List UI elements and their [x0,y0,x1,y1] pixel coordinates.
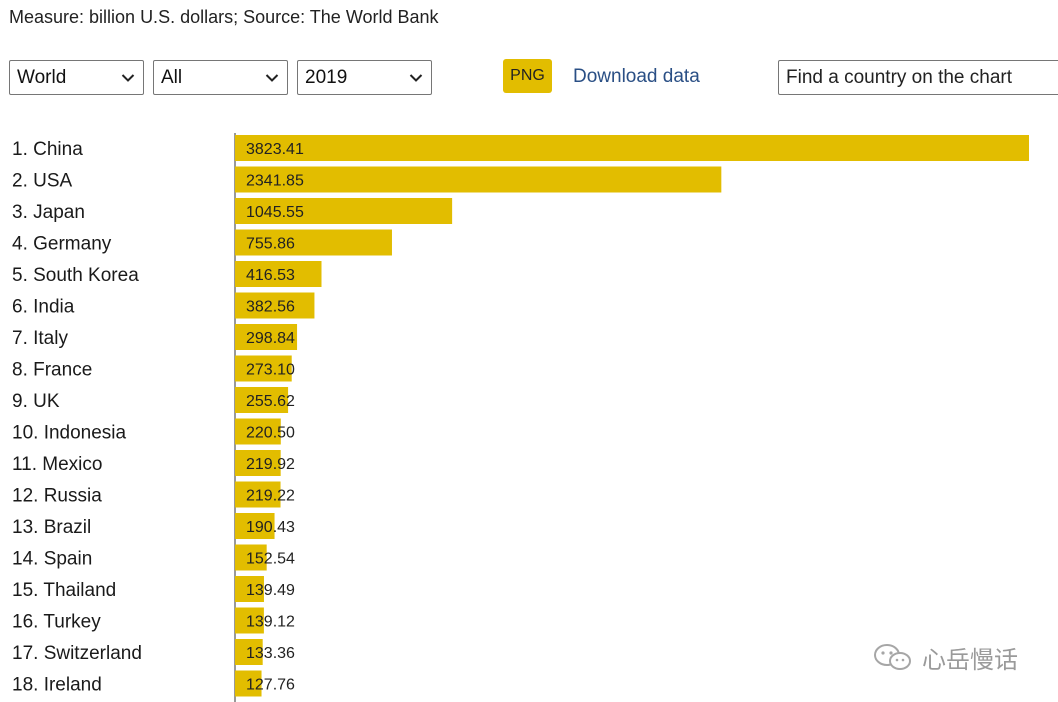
category-label: 10. Indonesia [12,423,127,444]
bar[interactable] [235,387,289,413]
bar[interactable] [235,481,281,508]
value-label: 133.36 [246,645,295,662]
chevron-down-icon [121,73,135,82]
value-label: 273.10 [246,362,295,379]
category-label: 7. Italy [12,328,68,349]
bar[interactable] [235,544,267,571]
value-label: 2341.85 [246,173,304,190]
value-label: 255.62 [246,393,295,410]
value-label: 219.92 [246,456,295,473]
value-label: 219.22 [246,488,295,505]
value-label: 298.84 [246,330,295,347]
value-label: 382.56 [246,299,295,316]
bar[interactable] [235,513,275,539]
category-label: 3. Japan [12,202,85,223]
category-label: 4. Germany [12,234,112,255]
year-select[interactable]: 2019 [297,60,432,95]
value-label: 190.43 [246,519,295,536]
bar[interactable] [235,576,264,602]
category-label: 18. Ireland [12,675,102,696]
category-label: 8. France [12,360,92,381]
value-label: 220.50 [246,425,295,442]
bar[interactable] [235,198,453,224]
bar[interactable] [235,607,264,634]
value-label: 127.76 [246,677,295,694]
category-label: 9. UK [12,391,60,412]
bar[interactable] [235,670,262,697]
category-label: 6. India [12,297,75,318]
bar[interactable] [235,418,281,445]
measure-source-text: Measure: billion U.S. dollars; Source: T… [9,7,439,27]
category-select[interactable]: All [153,60,288,95]
country-search-input[interactable] [778,60,1058,95]
bar[interactable] [235,229,392,256]
category-label: 11. Mexico [12,454,102,475]
category-label: 2. USA [12,171,73,192]
wechat-icon [874,644,911,670]
png-button[interactable]: PNG [503,59,552,93]
category-select-value: All [161,66,183,88]
category-label: 12. Russia [12,486,102,507]
bar[interactable] [235,450,281,476]
bar[interactable] [235,355,292,382]
watermark-text: 心岳慢话 [922,645,1018,674]
category-label: 15. Thailand [12,580,116,601]
bar[interactable] [235,292,315,319]
chevron-down-icon [265,73,279,82]
value-label: 416.53 [246,267,295,284]
value-label: 139.49 [246,582,295,599]
region-select-value: World [17,66,67,88]
download-data-link[interactable]: Download data [573,66,700,87]
category-label: 5. South Korea [12,265,139,286]
category-label: 17. Switzerland [12,643,142,664]
value-label: 139.12 [246,614,295,631]
year-select-value: 2019 [305,66,348,88]
value-label: 152.54 [246,551,295,568]
bar[interactable] [235,639,263,665]
bar[interactable] [235,166,722,193]
watermark: 心岳慢话 [872,640,1018,674]
region-select[interactable]: World [9,60,144,95]
bar[interactable] [235,135,1029,161]
value-label: 755.86 [246,236,295,253]
value-label: 1045.55 [246,204,304,221]
category-label: 1. China [12,139,83,160]
chevron-down-icon [409,73,423,82]
category-label: 14. Spain [12,549,92,570]
category-label: 16. Turkey [12,612,101,633]
bar[interactable] [235,324,298,350]
category-label: 13. Brazil [12,517,91,538]
bar[interactable] [235,261,322,287]
value-label: 3823.41 [246,141,304,158]
